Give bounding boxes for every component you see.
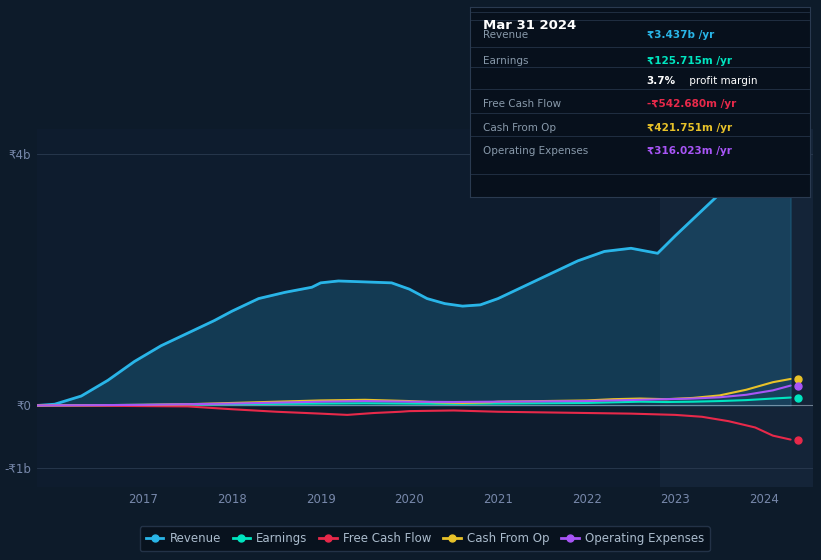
Text: Operating Expenses: Operating Expenses: [484, 146, 589, 156]
Text: ₹3.437b /yr: ₹3.437b /yr: [647, 30, 714, 40]
Text: ₹421.751m /yr: ₹421.751m /yr: [647, 123, 732, 133]
Text: 3.7%: 3.7%: [647, 77, 676, 86]
Text: Earnings: Earnings: [484, 57, 529, 67]
Text: Cash From Op: Cash From Op: [484, 123, 557, 133]
Text: Revenue: Revenue: [484, 30, 529, 40]
Bar: [660, 129, 813, 487]
Text: ₹316.023m /yr: ₹316.023m /yr: [647, 146, 732, 156]
Text: Free Cash Flow: Free Cash Flow: [484, 99, 562, 109]
Text: Mar 31 2024: Mar 31 2024: [484, 19, 576, 32]
Text: -₹542.680m /yr: -₹542.680m /yr: [647, 99, 736, 109]
Text: ₹125.715m /yr: ₹125.715m /yr: [647, 57, 732, 67]
Legend: Revenue, Earnings, Free Cash Flow, Cash From Op, Operating Expenses: Revenue, Earnings, Free Cash Flow, Cash …: [140, 526, 710, 551]
Text: profit margin: profit margin: [686, 77, 758, 86]
